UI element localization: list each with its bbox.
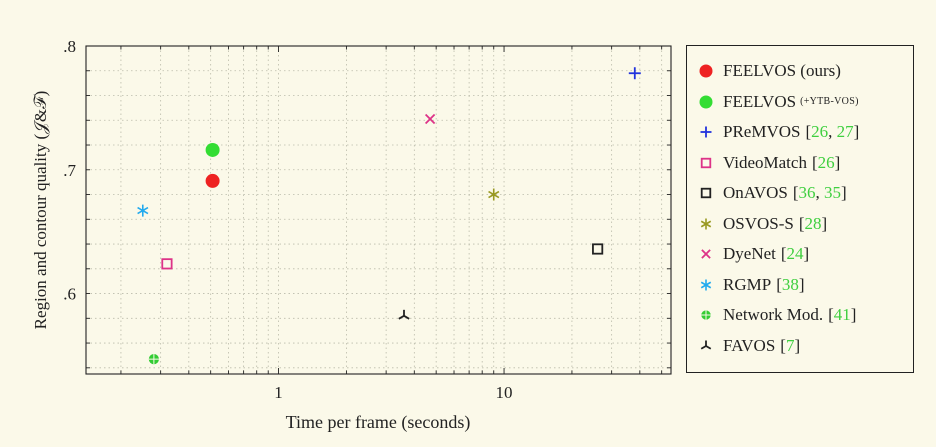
legend-citation: [36, 35] — [792, 183, 847, 202]
legend-marker — [701, 249, 711, 259]
y-tick-label: .6 — [63, 285, 76, 304]
grid — [86, 46, 671, 374]
legend-label: Network Mod. — [723, 305, 824, 324]
legend-label: PReMVOS — [723, 122, 801, 141]
legend-item: OSVOS-S [28] — [697, 213, 827, 235]
legend-label-suffix: (+YTB-VOS) — [800, 96, 859, 107]
legend-label: OSVOS-S — [723, 213, 794, 233]
legend-marker — [700, 187, 712, 199]
citation-ref: 26 — [811, 122, 829, 141]
legend-citation: [38] — [776, 274, 805, 294]
x-tick-label: 10 — [496, 383, 513, 402]
legend-marker-icon — [700, 340, 712, 350]
legend-marker-icon — [701, 249, 711, 259]
data-point-osvos-s — [488, 188, 500, 201]
legend-marker — [700, 157, 712, 168]
legend-marker-icon — [700, 157, 712, 168]
data-point-dyenet — [424, 113, 436, 125]
legend-item: RGMP [38] — [697, 274, 805, 296]
x-tick-label: 1 — [274, 383, 283, 402]
legend-citation: [26] — [811, 152, 841, 172]
citation-ref: 36 — [798, 183, 816, 202]
citation-ref: 26 — [817, 152, 835, 172]
plot-frame — [85, 45, 672, 375]
legend-marker-icon — [699, 95, 713, 108]
y-tick-label: .8 — [63, 37, 76, 56]
legend-item: DyeNet [24] — [697, 243, 809, 265]
y-axis-label: Region and contour quality (𝒥&ℱ) — [31, 91, 50, 330]
legend: FEELVOS (ours) FEELVOS (+YTB-VOS) PReMVOS [2… — [686, 45, 914, 373]
axis-ticks: 1 10 .6 .7 .8 — [63, 37, 671, 402]
data-point-network-mod — [148, 354, 159, 365]
y-tick-label: .7 — [63, 161, 76, 180]
citation-ref: 28 — [804, 213, 822, 233]
legend-citation: [41] — [828, 305, 857, 324]
legend-citation: [26, 27] — [805, 122, 860, 141]
data-point-feelvos-ours — [205, 173, 220, 188]
citation-ref: 27 — [836, 122, 854, 141]
legend-citation: [28] — [798, 213, 828, 233]
legend-item: Network Mod. [41] — [697, 304, 856, 326]
legend-marker — [699, 95, 713, 108]
legend-item: OnAVOS [36, 35] — [697, 182, 847, 204]
legend-marker — [699, 64, 713, 78]
legend-marker-icon — [700, 279, 712, 290]
legend-marker — [700, 279, 712, 290]
legend-marker — [700, 340, 712, 350]
legend-item: FEELVOS (+YTB-VOS) — [697, 91, 859, 113]
legend-marker — [700, 126, 712, 138]
legend-marker-icon — [700, 126, 712, 138]
citation-ref: 41 — [833, 305, 851, 324]
legend-label: DyeNet — [723, 244, 776, 263]
legend-marker — [700, 218, 712, 229]
data-point-favos — [398, 309, 410, 320]
data-point-rgmp — [137, 204, 149, 217]
legend-label: RGMP — [723, 274, 772, 294]
legend-label: FAVOS — [723, 335, 776, 355]
x-axis-label: Time per frame (seconds) — [286, 412, 471, 433]
data-point-onavos — [592, 243, 604, 255]
legend-marker-icon — [700, 218, 712, 229]
citation-ref: 35 — [824, 183, 842, 202]
legend-marker — [701, 310, 711, 320]
data-point-videomatch — [161, 258, 173, 270]
legend-citation: [24] — [780, 244, 810, 263]
legend-marker-icon — [700, 187, 712, 199]
legend-item: PReMVOS [26, 27] — [697, 121, 859, 143]
legend-item: FAVOS [7] — [697, 335, 800, 357]
citation-ref: 7 — [785, 335, 795, 355]
legend-label: OnAVOS — [723, 183, 788, 202]
legend-label: FEELVOS (ours) — [723, 61, 841, 80]
legend-label: FEELVOS — [723, 91, 797, 111]
legend-item: VideoMatch [26] — [697, 152, 840, 174]
legend-label: VideoMatch — [723, 152, 807, 172]
data-point-premvos — [628, 67, 641, 80]
legend-citation: [7] — [780, 335, 801, 355]
data-point-feelvos-ytb — [205, 142, 220, 157]
legend-item: FEELVOS (ours) — [697, 60, 841, 82]
legend-marker-icon — [701, 310, 711, 320]
legend-marker-icon — [699, 64, 713, 78]
data-points — [137, 67, 641, 365]
citation-ref: 38 — [781, 274, 799, 294]
citation-ref: 24 — [786, 244, 804, 263]
